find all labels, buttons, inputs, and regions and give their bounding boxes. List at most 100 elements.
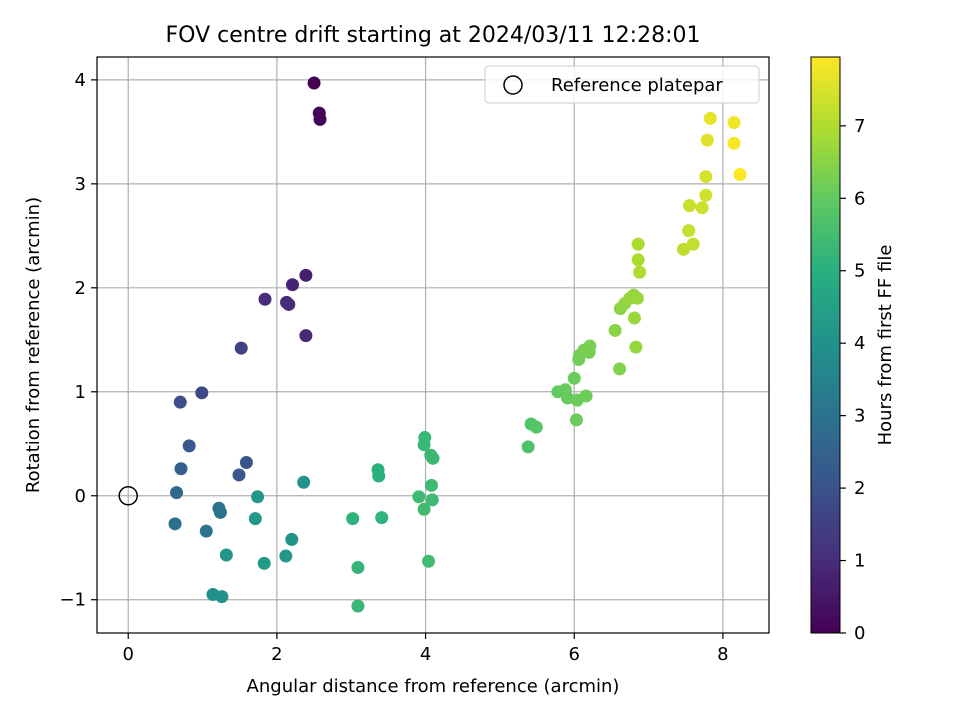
colorbar-tick-label: 6: [854, 188, 865, 209]
data-point: [251, 490, 265, 504]
legend-box: [484, 65, 760, 104]
data-point: [351, 599, 365, 613]
data-point: [285, 532, 299, 546]
legend-marker: [503, 75, 523, 95]
data-point: [631, 237, 645, 251]
data-point: [215, 590, 229, 604]
colorbar-tick-label: 7: [854, 116, 865, 137]
data-point: [682, 199, 696, 213]
data-point: [282, 297, 296, 311]
data-point: [567, 371, 581, 385]
data-point: [703, 111, 717, 125]
data-point: [608, 323, 622, 337]
data-point: [613, 362, 627, 376]
colorbar-tick-label: 5: [854, 261, 865, 282]
data-point: [695, 201, 709, 215]
data-point: [677, 242, 691, 256]
x-tick-label: 6: [569, 644, 580, 665]
data-point: [727, 136, 741, 150]
data-point: [279, 549, 293, 563]
grid-lines: [97, 57, 769, 633]
colorbar-gradient: [810, 56, 841, 634]
data-point: [569, 413, 583, 427]
y-tick-label: −1: [59, 590, 86, 611]
data-point: [307, 76, 321, 90]
chart-title: FOV centre drift starting at 2024/03/11 …: [166, 23, 701, 48]
data-point: [313, 112, 327, 126]
data-point: [299, 268, 313, 282]
data-point: [633, 265, 647, 279]
data-point: [170, 486, 184, 500]
data-point: [258, 292, 272, 306]
data-point: [286, 278, 300, 292]
data-point: [417, 502, 431, 516]
data-point: [199, 524, 213, 538]
x-tick-label: 2: [271, 644, 282, 665]
legend: Reference platepar: [484, 65, 760, 104]
y-tick-label: 4: [75, 70, 86, 91]
colorbar: 0 1 2 3 4 5 6 7 Hours from first FF file: [810, 56, 896, 644]
data-point: [699, 170, 713, 184]
data-point: [297, 475, 311, 489]
data-point: [700, 133, 714, 147]
data-point: [682, 224, 696, 238]
data-points: [168, 76, 747, 613]
data-point: [422, 554, 436, 568]
data-point: [299, 329, 313, 343]
data-point: [631, 253, 645, 267]
x-tick-label: 0: [122, 644, 133, 665]
x-tick-label: 8: [717, 644, 728, 665]
data-point: [234, 341, 248, 355]
data-point: [346, 512, 360, 526]
data-point: [213, 505, 227, 519]
colorbar-tick-label: 2: [854, 478, 865, 499]
y-tick-label: 1: [75, 382, 86, 403]
data-point: [351, 560, 365, 574]
x-axis-label: Angular distance from reference (arcmin): [247, 676, 620, 697]
data-point: [629, 340, 643, 354]
data-point: [583, 339, 597, 353]
data-point: [727, 116, 741, 130]
y-tick-label: 0: [75, 486, 86, 507]
data-point: [521, 440, 535, 454]
colorbar-tick-label: 1: [854, 551, 865, 572]
data-point: [699, 188, 713, 202]
data-point: [561, 391, 575, 405]
data-point: [375, 511, 389, 525]
data-point: [174, 462, 188, 476]
y-axis-label: Rotation from reference (arcmin): [23, 197, 44, 493]
data-point: [232, 468, 246, 482]
data-point: [686, 237, 700, 251]
colorbar-tick-label: 0: [854, 623, 865, 644]
axis-ticks: 0 2 4 6 8 −1 0 1 2 3 4: [59, 70, 728, 665]
data-point: [529, 420, 543, 434]
data-point: [627, 311, 641, 325]
data-point: [425, 493, 439, 507]
data-point: [630, 291, 644, 305]
plot-frame: [96, 56, 770, 634]
data-point: [182, 439, 196, 453]
data-point: [257, 556, 271, 570]
y-tick-label: 3: [75, 174, 86, 195]
x-tick-label: 4: [420, 644, 431, 665]
data-point: [372, 469, 386, 483]
colorbar-tick-label: 4: [854, 333, 865, 354]
colorbar-label: Hours from first FF file: [875, 245, 896, 446]
data-point: [579, 389, 593, 403]
data-point: [239, 455, 253, 469]
colorbar-ticks: 0 1 2 3 4 5 6 7: [840, 116, 865, 644]
data-point: [426, 451, 440, 465]
y-tick-label: 2: [75, 278, 86, 299]
data-point: [733, 167, 747, 181]
data-point: [248, 512, 262, 526]
data-point: [417, 438, 431, 452]
data-point: [412, 490, 426, 504]
data-point: [219, 548, 233, 562]
colorbar-tick-label: 3: [854, 406, 865, 427]
data-point: [425, 478, 439, 492]
legend-label: Reference platepar: [551, 75, 723, 96]
data-point: [168, 517, 182, 531]
reference-marker: [118, 486, 138, 506]
data-point: [195, 386, 209, 400]
